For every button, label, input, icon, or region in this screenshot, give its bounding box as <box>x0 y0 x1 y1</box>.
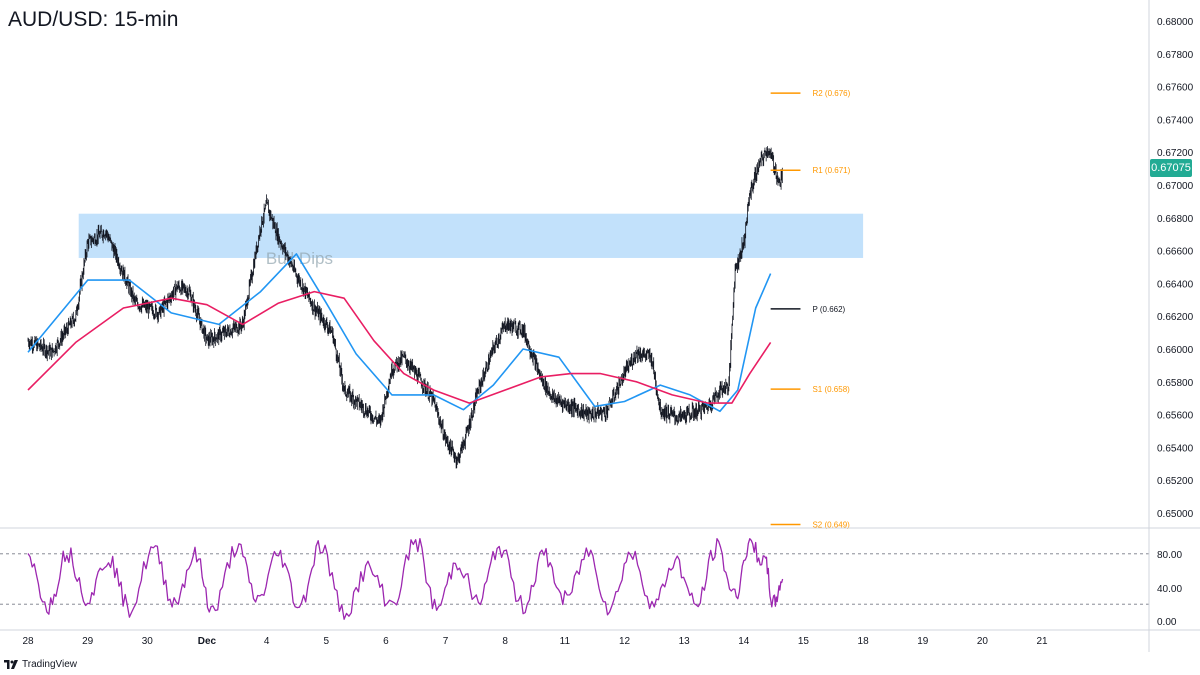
price-tick-label: 0.66000 <box>1157 345 1194 356</box>
price-tick-label: 0.65000 <box>1157 509 1194 520</box>
time-tick-label: 29 <box>82 636 94 647</box>
stoch-pane <box>0 538 1149 620</box>
time-tick-label: 14 <box>738 636 750 647</box>
levels: R2 (0.676) R1 (0.671) P (0.662) S1 (0.658) S… <box>770 89 851 529</box>
bull-dips-zone <box>78 213 864 258</box>
page-title: AUD/USD: 15-min <box>8 8 179 31</box>
time-tick-label: 20 <box>977 636 989 647</box>
zone: Bull Dips <box>78 213 864 268</box>
time-tick-label: 21 <box>1036 636 1048 647</box>
pivot-level-label: R2 (0.676) <box>812 89 850 98</box>
price-tick-label: 0.65600 <box>1157 411 1194 422</box>
price-tick-label: 0.66600 <box>1157 247 1194 258</box>
slow-ma-line <box>27 290 772 404</box>
price-tick-label: 0.68000 <box>1157 17 1194 28</box>
fast-ma-line <box>27 253 772 413</box>
time-tick-label: 18 <box>858 636 870 647</box>
price-tick-label: 0.67600 <box>1157 83 1194 94</box>
time-tick-label: 30 <box>142 636 154 647</box>
pivot-level-label: S2 (0.649) <box>812 520 850 529</box>
time-tick-label: 13 <box>679 636 691 647</box>
price-tick-label: 0.66200 <box>1157 312 1194 323</box>
time-tick-label: 7 <box>443 636 449 647</box>
time-tick-label: 4 <box>264 636 270 647</box>
footer[interactable]: TradingView <box>4 659 77 670</box>
price-series <box>27 146 783 469</box>
stochastic-line <box>27 538 784 620</box>
time-tick-label: 12 <box>619 636 631 647</box>
price-tick-label: 0.66800 <box>1157 214 1194 225</box>
price-tick-label: 0.67000 <box>1157 181 1194 192</box>
ma-lines <box>27 253 772 413</box>
pivot-level-label: P (0.662) <box>812 305 845 314</box>
time-tick-label: 8 <box>502 636 508 647</box>
last-price-tag: 0.67075 <box>1150 159 1192 177</box>
time-tick-label: 28 <box>22 636 34 647</box>
time-tick-label: 15 <box>798 636 810 647</box>
osc-tick-label: 0.00 <box>1157 617 1177 628</box>
price-tick-label: 0.67400 <box>1157 115 1194 126</box>
time-tick-label: Dec <box>198 636 217 647</box>
price-tick-label: 0.67200 <box>1157 148 1194 159</box>
osc-tick-label: 40.00 <box>1157 584 1182 595</box>
time-tick-label: 6 <box>383 636 389 647</box>
time-tick-label: 11 <box>560 636 571 647</box>
brand-label: TradingView <box>22 659 78 670</box>
price-tick-label: 0.65800 <box>1157 378 1194 389</box>
tradingview-logo-icon <box>4 660 18 669</box>
pivot-level-label: R1 (0.671) <box>812 166 850 175</box>
price-tick-label: 0.67800 <box>1157 50 1194 61</box>
axes: 0.680000.678000.676000.674000.672000.670… <box>0 0 1200 652</box>
price-tick-label: 0.65200 <box>1157 476 1194 487</box>
price-tick-label: 0.65400 <box>1157 443 1194 454</box>
price-tick-label: 0.66400 <box>1157 279 1194 290</box>
osc-tick-label: 80.00 <box>1157 550 1182 561</box>
time-tick-label: 5 <box>323 636 329 647</box>
time-tick-label: 19 <box>917 636 929 647</box>
pivot-level-label: S1 (0.658) <box>812 385 850 394</box>
